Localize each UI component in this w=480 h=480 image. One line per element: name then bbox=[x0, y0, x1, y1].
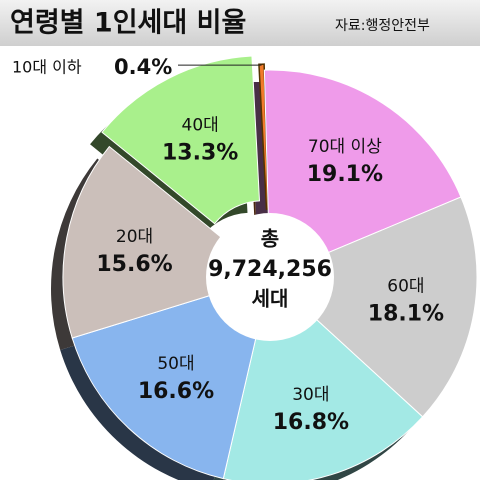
center-top: 총 bbox=[261, 227, 279, 251]
value-label: 15.6% bbox=[96, 252, 172, 277]
category-label: 40대 bbox=[182, 116, 219, 136]
category-label: 20대 bbox=[116, 227, 153, 247]
value-label: 16.8% bbox=[273, 410, 349, 435]
category-label: 10대 이하 bbox=[12, 58, 82, 77]
category-label: 60대 bbox=[387, 277, 424, 297]
value-label: 18.1% bbox=[368, 302, 444, 327]
value-label: 13.3% bbox=[162, 141, 238, 166]
source: 자료:행정안전부 bbox=[335, 18, 430, 34]
donut-hole bbox=[206, 213, 334, 341]
chart-title: 연령별 1인세대 비율 bbox=[10, 8, 246, 39]
category-label: 50대 bbox=[157, 354, 194, 374]
category-label: 30대 bbox=[292, 385, 329, 405]
value-label: 16.6% bbox=[138, 379, 214, 404]
slice bbox=[101, 55, 261, 225]
title-bar bbox=[0, 0, 480, 46]
category-label: 70대 이상 bbox=[308, 137, 382, 157]
value-label: 19.1% bbox=[307, 162, 383, 187]
center-bottom: 세대 bbox=[252, 287, 289, 311]
center-total: 9,724,256 bbox=[208, 257, 332, 282]
value-label: 0.4% bbox=[114, 55, 172, 79]
